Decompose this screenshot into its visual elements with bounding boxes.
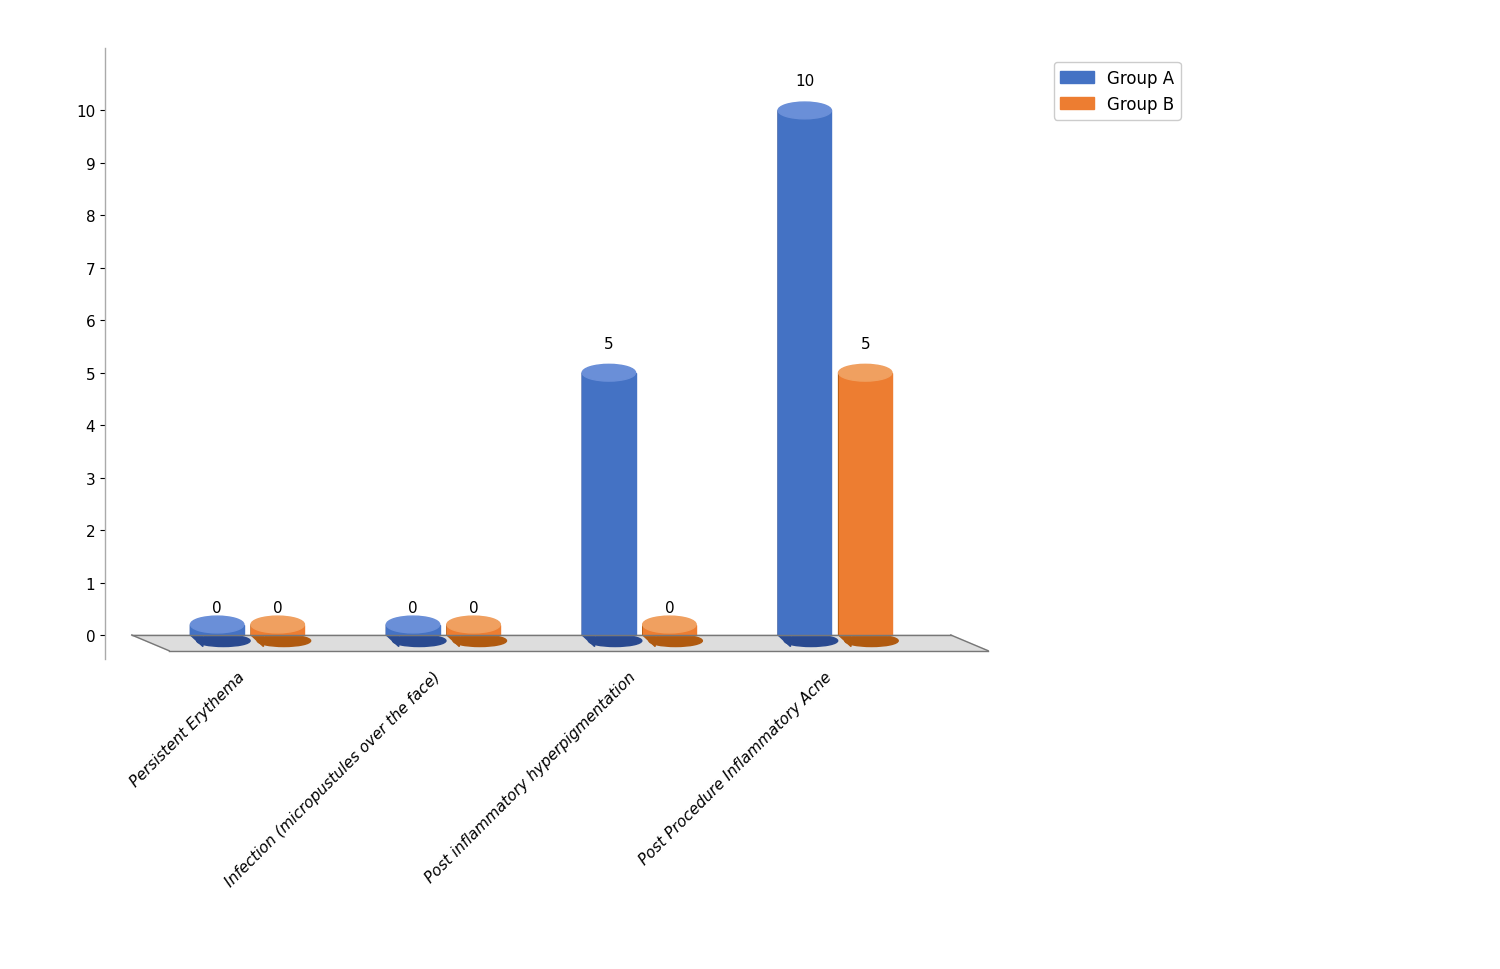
- Ellipse shape: [453, 636, 507, 647]
- Ellipse shape: [393, 636, 445, 647]
- Bar: [642, 625, 696, 636]
- Text: 0: 0: [273, 601, 282, 615]
- Text: 10: 10: [795, 75, 814, 89]
- Ellipse shape: [190, 616, 244, 634]
- Polygon shape: [839, 373, 850, 647]
- Legend: Group A, Group B: Group A, Group B: [1053, 63, 1180, 120]
- Text: 0: 0: [664, 601, 674, 615]
- Text: 5: 5: [604, 336, 613, 352]
- Polygon shape: [778, 111, 790, 647]
- Ellipse shape: [582, 365, 636, 382]
- Text: 0: 0: [213, 601, 222, 615]
- Ellipse shape: [251, 616, 305, 634]
- Polygon shape: [642, 625, 656, 647]
- Ellipse shape: [778, 103, 831, 120]
- Polygon shape: [251, 625, 264, 647]
- Text: 0: 0: [408, 601, 419, 615]
- Polygon shape: [447, 625, 459, 647]
- Ellipse shape: [642, 616, 696, 634]
- Ellipse shape: [588, 636, 642, 647]
- Bar: [190, 625, 244, 636]
- Bar: [582, 373, 636, 636]
- Bar: [447, 625, 501, 636]
- Polygon shape: [190, 625, 202, 647]
- Bar: [839, 373, 892, 636]
- Ellipse shape: [387, 616, 439, 634]
- Ellipse shape: [196, 636, 250, 647]
- Polygon shape: [582, 373, 594, 647]
- Ellipse shape: [839, 365, 892, 382]
- Bar: [251, 625, 305, 636]
- Ellipse shape: [447, 616, 501, 634]
- Polygon shape: [132, 636, 989, 651]
- Ellipse shape: [844, 636, 898, 647]
- Text: 5: 5: [861, 336, 870, 352]
- Ellipse shape: [650, 636, 702, 647]
- Bar: [387, 625, 439, 636]
- Polygon shape: [387, 625, 399, 647]
- Text: 0: 0: [468, 601, 478, 615]
- Ellipse shape: [784, 636, 837, 647]
- Bar: [778, 111, 831, 636]
- Ellipse shape: [256, 636, 310, 647]
